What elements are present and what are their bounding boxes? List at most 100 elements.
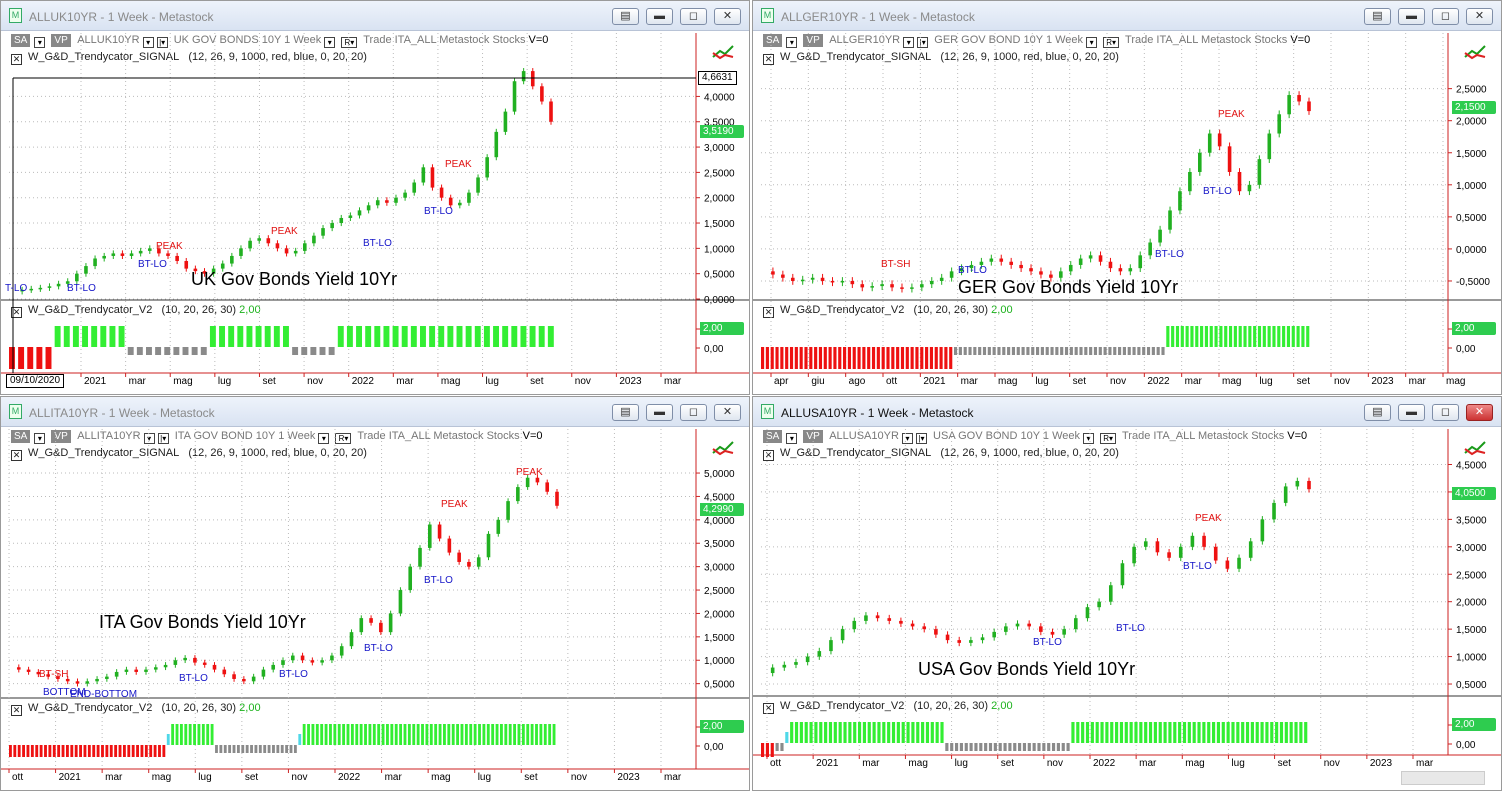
window-titlebar[interactable]: M ALLUK10YR - 1 Week - Metastock ▤ ▬ ◻ ✕ (1, 1, 749, 31)
signal-indicator-name[interactable]: W_G&D_Trendycator_SIGNAL (780, 51, 932, 63)
remove-indicator-icon[interactable]: ✕ (763, 450, 774, 461)
candle-body (251, 676, 256, 682)
close-button[interactable]: ✕ (714, 404, 741, 421)
close-button[interactable]: ✕ (1466, 404, 1493, 421)
candle-body (84, 266, 88, 274)
candle-body (506, 501, 510, 520)
symbol-dropdown-icon[interactable]: ▾ (142, 37, 154, 48)
symbol-dropdown-icon[interactable]: ▾ (901, 433, 913, 444)
window-titlebar[interactable]: M ALLGER10YR - 1 Week - Metastock ▤ ▬ ◻ … (753, 1, 1501, 31)
period-field[interactable]: 1 Week (1042, 430, 1080, 442)
trendycator-indicator-name[interactable]: W_G&D_Trendycator_V2 (28, 702, 153, 714)
r-dropdown-button[interactable]: R▾ (1100, 433, 1117, 444)
trade-button[interactable]: Trade (363, 34, 392, 46)
remove-indicator-icon[interactable]: ✕ (11, 307, 22, 318)
properties-button[interactable]: ▤ (1364, 404, 1391, 421)
trend-bar (127, 347, 134, 355)
sa-dropdown-icon[interactable]: ▾ (786, 433, 798, 444)
y-tick-label: -0,5000 (1456, 277, 1490, 288)
candle-body (771, 271, 775, 275)
y-tick-label: 1,5000 (1456, 625, 1487, 636)
sa-dropdown-icon[interactable]: ▾ (786, 37, 798, 48)
properties-button[interactable]: ▤ (612, 8, 639, 25)
sa-dropdown-icon[interactable]: ▾ (34, 433, 46, 444)
y-tick-label: 4,5000 (1456, 460, 1487, 471)
minimize-button[interactable]: ▬ (1398, 404, 1425, 421)
period-dropdown-icon[interactable]: ▾ (324, 37, 336, 48)
symbol-field[interactable]: ALLUK10YR (77, 34, 140, 46)
trade-button[interactable]: Trade (1121, 430, 1151, 442)
vp-button[interactable]: VP (803, 430, 823, 443)
symbol-field[interactable]: ALLGER10YR (829, 34, 901, 46)
symbol-list-icon[interactable]: |▾ (915, 433, 927, 444)
trade-button[interactable]: Trade (1125, 34, 1154, 46)
symbol-list-icon[interactable]: |▾ (917, 37, 929, 48)
candle-body (1158, 229, 1162, 243)
period-dropdown-icon[interactable]: ▾ (1083, 433, 1095, 444)
restore-button[interactable]: ◻ (1432, 404, 1459, 421)
sa-button[interactable]: SA (11, 430, 31, 443)
x-tick-label: mar (1185, 376, 1203, 387)
period-dropdown-icon[interactable]: ▾ (318, 433, 330, 444)
close-button[interactable]: ✕ (714, 8, 741, 25)
x-tick-label: mar (385, 772, 403, 783)
period-field[interactable]: 1 Week (1045, 34, 1084, 46)
symbol-field[interactable]: ALLITA10YR (77, 430, 141, 442)
remove-indicator-icon[interactable]: ✕ (11, 450, 22, 461)
remove-indicator-icon[interactable]: ✕ (763, 703, 774, 714)
trendycator-indicator-name[interactable]: W_G&D_Trendycator_V2 (780, 700, 905, 712)
period-field[interactable]: 1 Week (284, 34, 322, 46)
trendycator-indicator-name[interactable]: W_G&D_Trendycator_V2 (780, 304, 905, 316)
remove-indicator-icon[interactable]: ✕ (11, 705, 22, 716)
trend-bar (307, 724, 310, 745)
signal-indicator-name[interactable]: W_G&D_Trendycator_SIGNAL (28, 447, 180, 459)
chart-window-ger[interactable]: M ALLGER10YR - 1 Week - Metastock ▤ ▬ ◻ … (752, 0, 1502, 395)
trend-bar (940, 722, 944, 743)
minimize-button[interactable]: ▬ (646, 8, 673, 25)
sa-button[interactable]: SA (763, 430, 783, 443)
signal-indicator-name[interactable]: W_G&D_Trendycator_SIGNAL (28, 51, 180, 63)
horizontal-scrollbar[interactable] (1401, 771, 1485, 785)
remove-indicator-icon[interactable]: ✕ (11, 54, 22, 65)
trend-tool-icon[interactable] (711, 43, 735, 61)
restore-button[interactable]: ◻ (680, 404, 707, 421)
symbol-list-icon[interactable]: |▾ (157, 433, 169, 444)
chart-window-usa[interactable]: M ALLUSA10YR - 1 Week - Metastock ▤ ▬ ◻ … (752, 396, 1502, 791)
trend-tool-icon[interactable] (711, 439, 735, 457)
remove-indicator-icon[interactable]: ✕ (763, 307, 774, 318)
sa-dropdown-icon[interactable]: ▾ (34, 37, 46, 48)
y-tick-label: 0,0000 (1456, 245, 1487, 256)
vp-button[interactable]: VP (51, 34, 71, 47)
r-dropdown-button[interactable]: R▾ (335, 433, 352, 444)
restore-button[interactable]: ◻ (680, 8, 707, 25)
window-titlebar[interactable]: M ALLUSA10YR - 1 Week - Metastock ▤ ▬ ◻ … (753, 397, 1501, 427)
minimize-button[interactable]: ▬ (646, 404, 673, 421)
signal-indicator-name[interactable]: W_G&D_Trendycator_SIGNAL (780, 447, 932, 459)
trend-tool-icon[interactable] (1463, 43, 1487, 61)
chart-window-ita[interactable]: M ALLITA10YR - 1 Week - Metastock ▤ ▬ ◻ … (0, 396, 750, 791)
period-field[interactable]: 1 Week (278, 430, 316, 442)
vp-button[interactable]: VP (51, 430, 71, 443)
properties-button[interactable]: ▤ (1364, 8, 1391, 25)
trend-bar (263, 745, 267, 753)
x-tick-label: ott (12, 772, 23, 783)
symbol-field[interactable]: ALLUSA10YR (829, 430, 899, 442)
trade-button[interactable]: Trade (357, 430, 386, 442)
properties-button[interactable]: ▤ (612, 404, 639, 421)
r-dropdown-button[interactable]: R▾ (1103, 37, 1120, 48)
symbol-list-icon[interactable]: |▾ (156, 37, 168, 48)
sa-button[interactable]: SA (763, 34, 783, 47)
symbol-dropdown-icon[interactable]: ▾ (903, 37, 915, 48)
trendycator-indicator-name[interactable]: W_G&D_Trendycator_V2 (28, 304, 153, 316)
remove-indicator-icon[interactable]: ✕ (763, 54, 774, 65)
period-dropdown-icon[interactable]: ▾ (1086, 37, 1098, 48)
trend-tool-icon[interactable] (1463, 439, 1487, 457)
sa-button[interactable]: SA (11, 34, 31, 47)
minimize-button[interactable]: ▬ (1398, 8, 1425, 25)
close-button[interactable]: ✕ (1466, 8, 1493, 25)
restore-button[interactable]: ◻ (1432, 8, 1459, 25)
window-titlebar[interactable]: M ALLITA10YR - 1 Week - Metastock ▤ ▬ ◻ … (1, 397, 749, 427)
r-dropdown-button[interactable]: R▾ (341, 37, 358, 48)
chart-window-uk[interactable]: M ALLUK10YR - 1 Week - Metastock ▤ ▬ ◻ ✕… (0, 0, 750, 395)
x-tick-label: 2023 (619, 376, 642, 387)
